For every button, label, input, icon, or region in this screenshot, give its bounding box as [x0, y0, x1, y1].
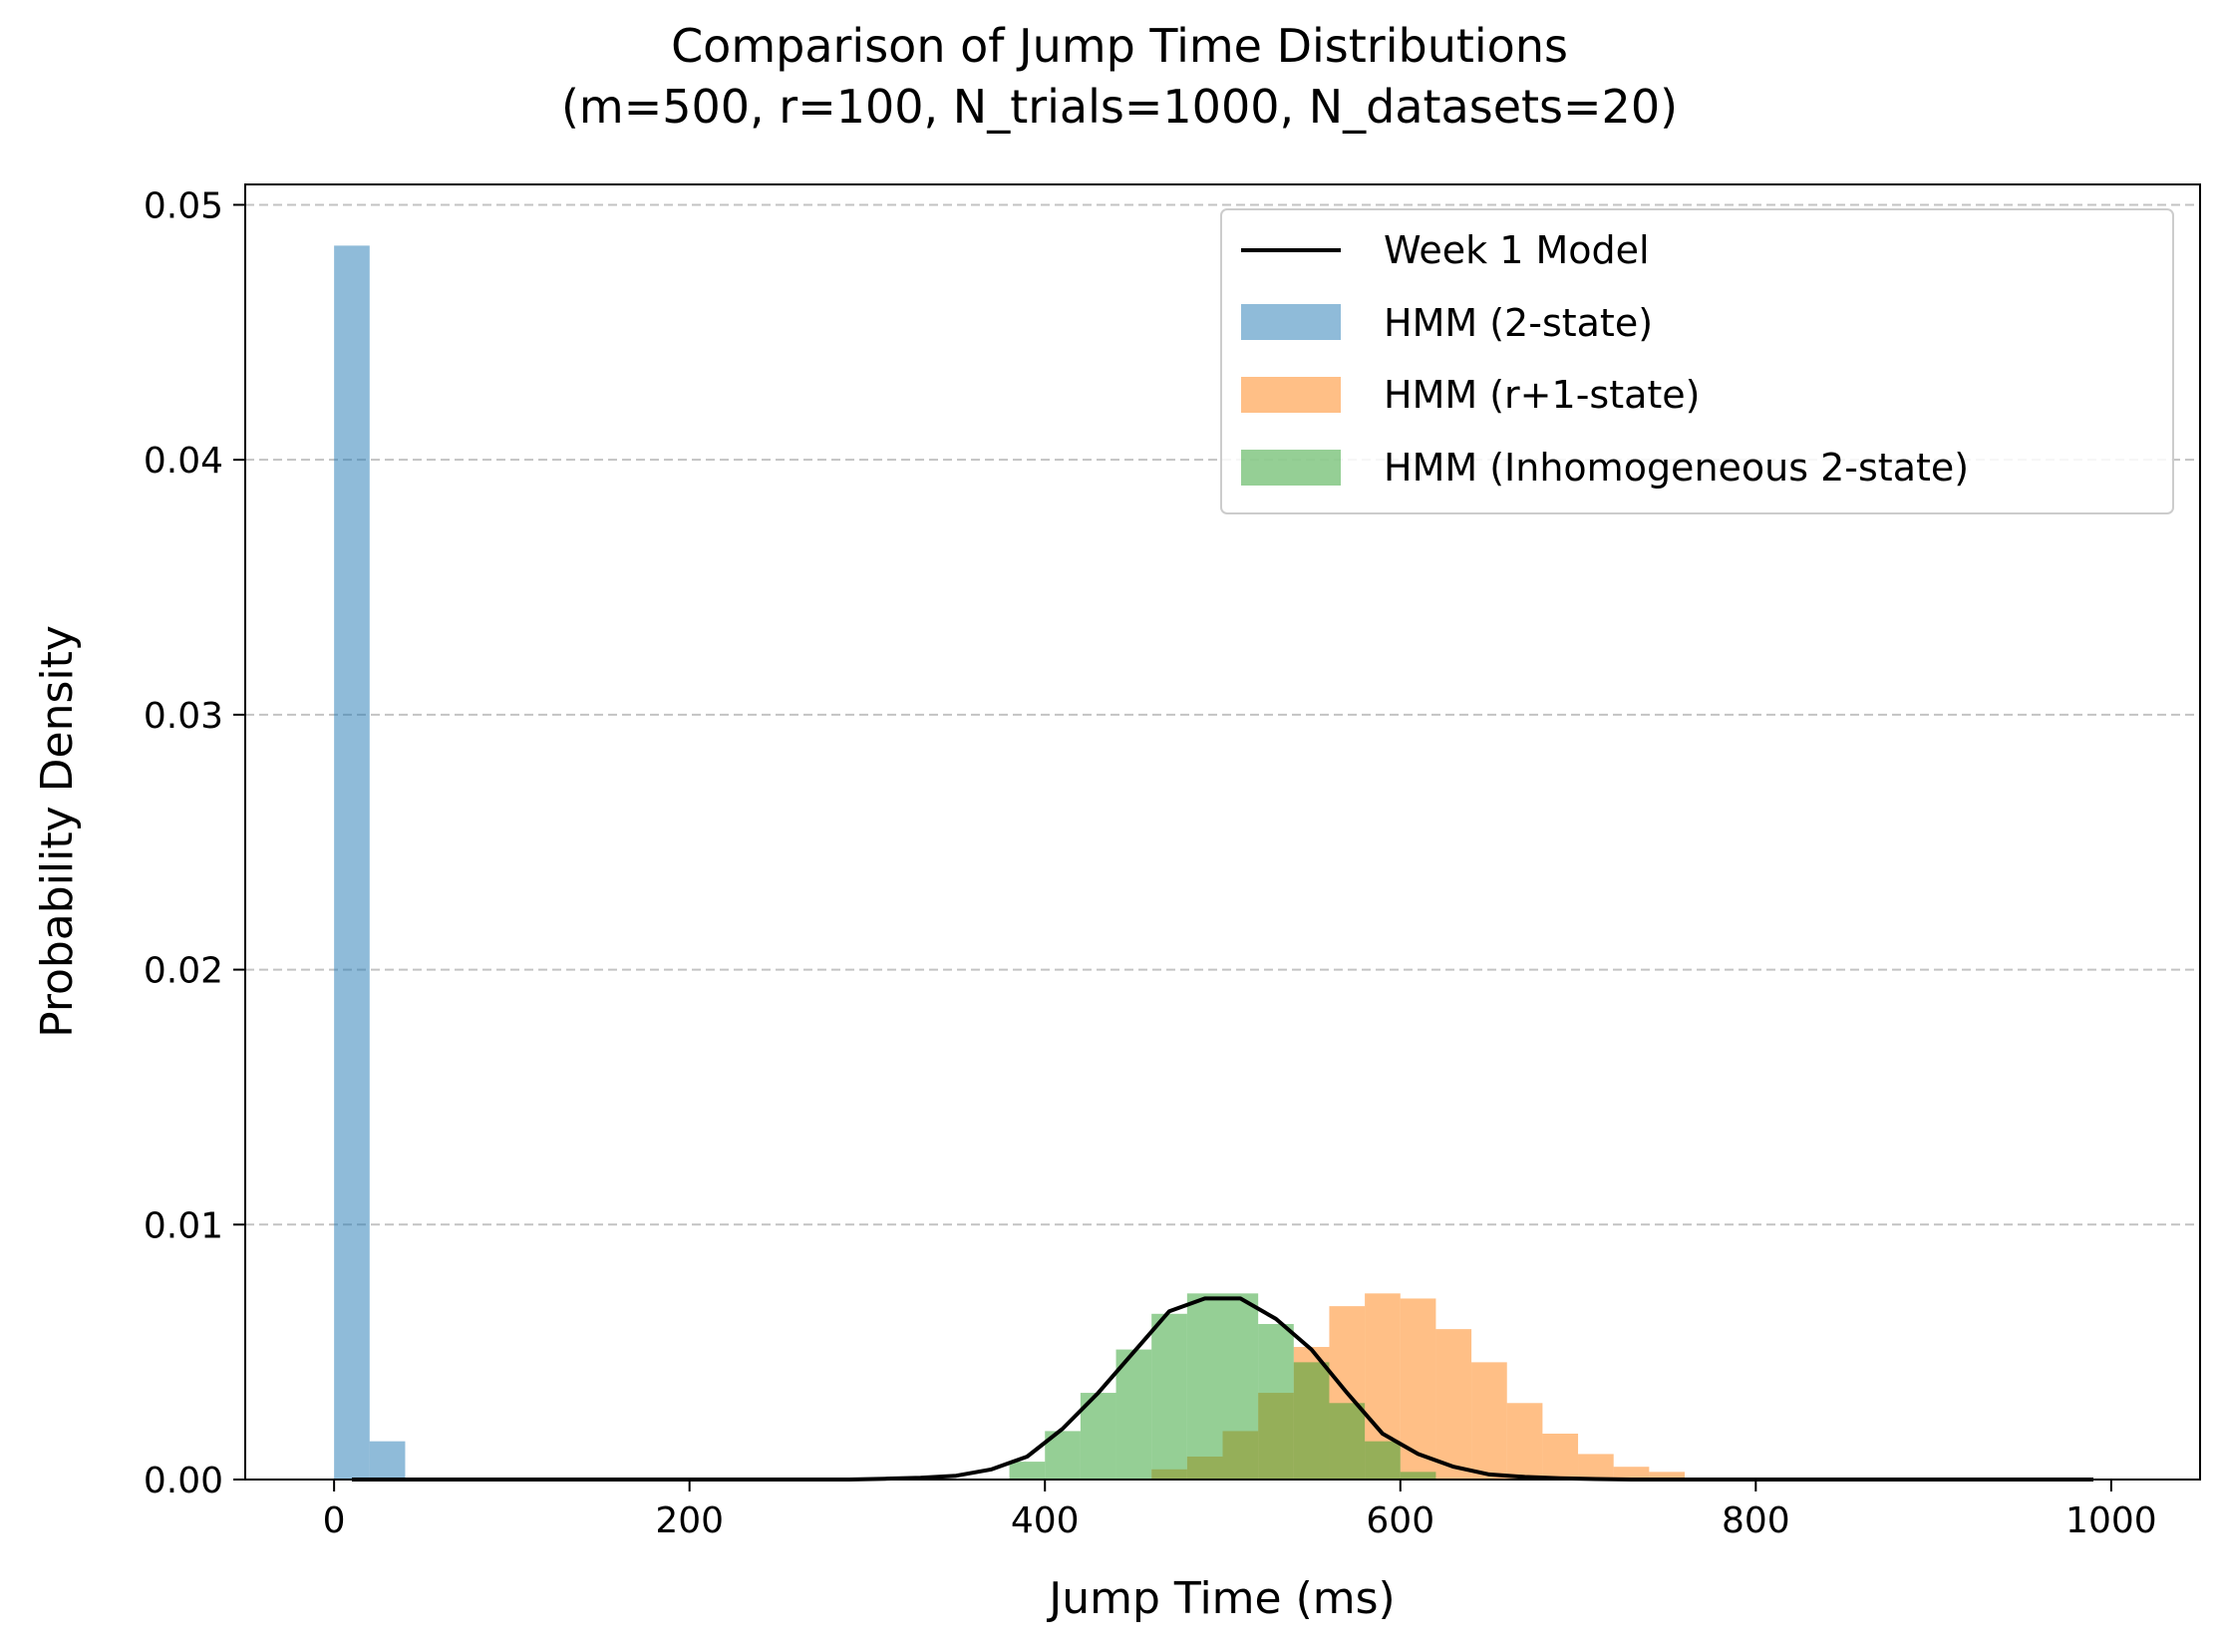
y-tick-label: 0.04 — [144, 441, 223, 482]
legend-label-week1-model: Week 1 Model — [1384, 228, 1650, 272]
plot-frame — [244, 183, 2201, 1481]
y-tick-label: 0.03 — [144, 696, 223, 737]
bar-hmm-inhomogeneous-2-state — [1151, 1313, 1187, 1480]
bar-hmm-r-1-state — [1578, 1454, 1614, 1480]
bar-hmm-r-1-state — [1471, 1362, 1507, 1480]
legend-label-hmm-inhomogeneous: HMM (Inhomogeneous 2-state) — [1384, 446, 1969, 490]
x-axis-ticks: 0 200 400 600 800 1000 — [323, 1480, 2157, 1541]
x-tick-label: 1000 — [2065, 1500, 2157, 1541]
legend-swatch-hmm-2-state — [1241, 304, 1341, 340]
bar-hmm-2-state — [369, 1441, 406, 1480]
y-tick-label: 0.02 — [144, 951, 223, 992]
bar-hmm-inhomogeneous-2-state — [1365, 1441, 1401, 1480]
x-tick-label: 600 — [1366, 1500, 1434, 1541]
bar-hmm-2-state — [334, 245, 370, 1480]
histogram-bars — [334, 245, 1686, 1480]
bar-hmm-r-1-state — [1649, 1472, 1686, 1480]
legend-box — [1220, 208, 2174, 514]
chart-subtitle: (m=500, r=100, N_trials=1000, N_datasets… — [561, 80, 1678, 134]
legend-swatch-hmm-r1-state — [1241, 377, 1341, 413]
x-tick-label: 200 — [655, 1500, 724, 1541]
x-tick-label: 800 — [1722, 1500, 1790, 1541]
bar-hmm-inhomogeneous-2-state — [1009, 1462, 1046, 1480]
bar-hmm-r-1-state — [1435, 1329, 1472, 1480]
y-tick-label: 0.01 — [144, 1205, 223, 1246]
y-axis-ticks: 0.00 0.01 0.02 0.03 0.04 0.05 — [144, 185, 245, 1501]
x-axis-label: Jump Time (ms) — [1046, 1573, 1395, 1624]
bar-hmm-inhomogeneous-2-state — [1258, 1324, 1294, 1480]
y-axis-label: Probability Density — [32, 625, 83, 1038]
bar-hmm-inhomogeneous-2-state — [1329, 1403, 1366, 1480]
bar-hmm-r-1-state — [1542, 1433, 1579, 1480]
bar-hmm-r-1-state — [1613, 1467, 1650, 1480]
bar-hmm-inhomogeneous-2-state — [1222, 1293, 1259, 1480]
y-tick-label: 0.05 — [144, 185, 223, 226]
x-tick-label: 400 — [1011, 1500, 1080, 1541]
bar-hmm-inhomogeneous-2-state — [1400, 1472, 1436, 1480]
bar-hmm-inhomogeneous-2-state — [1293, 1362, 1330, 1480]
x-tick-label: 0 — [323, 1500, 346, 1541]
bar-hmm-inhomogeneous-2-state — [1186, 1293, 1223, 1480]
chart-title: Comparison of Jump Time Distributions — [671, 19, 1568, 73]
bar-hmm-r-1-state — [1506, 1403, 1543, 1480]
y-tick-label: 0.00 — [144, 1461, 223, 1501]
legend-swatch-hmm-inhomogeneous — [1241, 450, 1341, 486]
legend: Week 1 Model HMM (2-state) HMM (r+1-stat… — [1220, 208, 2174, 514]
bar-hmm-inhomogeneous-2-state — [1115, 1349, 1152, 1480]
legend-label-hmm-2-state: HMM (2-state) — [1384, 301, 1653, 345]
legend-label-hmm-r1-state: HMM (r+1-state) — [1384, 373, 1701, 417]
